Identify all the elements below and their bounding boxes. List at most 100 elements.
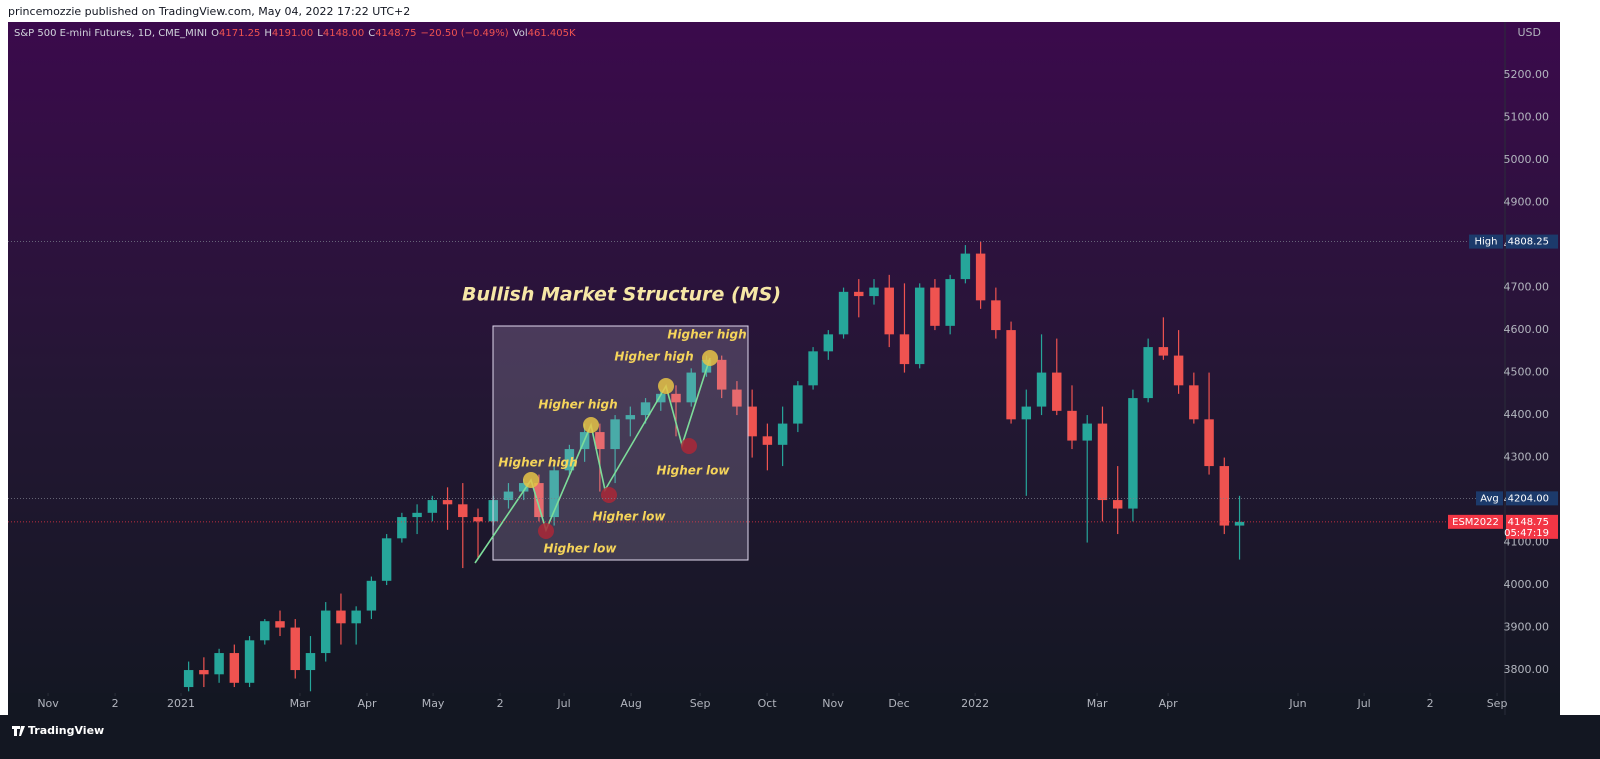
- candle-body: [1189, 385, 1199, 420]
- legend-item: L4148.00: [317, 28, 364, 39]
- price-tag-bg: [1506, 491, 1558, 506]
- footer-bar: [0, 715, 1600, 759]
- candle-body: [1082, 423, 1092, 441]
- y-tick-label: 5100.00: [1504, 111, 1550, 124]
- chart-background: [8, 22, 1560, 715]
- candle-body: [1158, 347, 1169, 356]
- candle-body: [884, 287, 894, 335]
- x-tick-label: Jul: [556, 697, 570, 710]
- y-tick-label: 5000.00: [1504, 153, 1550, 166]
- annotation-label: Higher low: [593, 510, 667, 524]
- candle-body: [473, 517, 483, 522]
- candle-body: [199, 670, 209, 675]
- legend-value: 4191.00: [271, 28, 314, 39]
- annotation-label: Higher high: [667, 328, 746, 342]
- candle-body: [503, 491, 514, 501]
- candle-body: [260, 621, 270, 641]
- candle-body: [777, 423, 788, 445]
- x-tick-label: Apr: [357, 697, 377, 710]
- price-tag-name: Avg: [1480, 493, 1499, 504]
- candle-body: [381, 538, 392, 581]
- annotation-label: Higher high: [538, 398, 617, 412]
- candle-body: [320, 610, 331, 654]
- candle-body: [640, 402, 651, 416]
- candle-body: [823, 334, 834, 352]
- change: −20.50 (−0.49%): [420, 28, 509, 39]
- candle-body: [549, 470, 559, 518]
- price-tag-name-bg: [1448, 514, 1503, 529]
- logo: [12, 726, 25, 736]
- candle-body: [960, 253, 971, 280]
- x-tick-label: Nov: [37, 697, 59, 710]
- candle-body: [1219, 466, 1230, 526]
- candle-body: [351, 610, 361, 624]
- low-dot: [538, 523, 554, 539]
- legend-label: H: [264, 28, 272, 39]
- candle-body: [1173, 355, 1184, 386]
- candle-body: [914, 287, 925, 365]
- zigzag: [474, 357, 711, 564]
- candle-body: [183, 670, 194, 688]
- annotation-label: Higher high: [614, 350, 693, 364]
- price-tag-name-bg: [1469, 234, 1503, 249]
- candle-body: [610, 419, 620, 450]
- candle-body: [1234, 521, 1245, 526]
- publisher-line: princemozzie published on TradingView.co…: [8, 5, 411, 18]
- y-tick-label: 4700.00: [1504, 281, 1550, 294]
- x-tick-label: Sep: [1487, 697, 1508, 710]
- legend-item: H4191.00: [264, 28, 313, 39]
- candle-body: [427, 500, 438, 513]
- annotation-label: Higher low: [544, 542, 618, 556]
- candle-body: [1052, 372, 1062, 411]
- y-tick-label: 4600.00: [1504, 323, 1550, 336]
- x-tick-label: Apr: [1159, 697, 1179, 710]
- candle-body: [732, 389, 742, 407]
- x-tick-label: Mar: [290, 697, 311, 710]
- annotation-title: Bullish Market Structure (MS): [462, 284, 781, 306]
- candle-body: [442, 500, 453, 505]
- price-tag-bg: [1506, 514, 1558, 539]
- x-tick-label: Jun: [1288, 697, 1306, 710]
- high-dot: [702, 350, 718, 366]
- x-tick-label: Aug: [620, 697, 641, 710]
- price-tag-value: 4204.00: [1508, 493, 1549, 504]
- legend-label: L: [317, 28, 323, 39]
- y-tick-label: 3900.00: [1504, 621, 1550, 634]
- candle-body: [1097, 423, 1108, 501]
- x-tick-label: Sep: [690, 697, 711, 710]
- volume-label: Vol: [512, 28, 528, 39]
- x-tick-label: Oct: [758, 697, 778, 710]
- high-dot: [658, 378, 674, 394]
- candle-body: [838, 291, 849, 335]
- candle-body: [412, 512, 422, 518]
- x-tick-label: 2: [497, 697, 504, 710]
- legend-label: C: [368, 28, 376, 39]
- y-tick-label: 4500.00: [1504, 366, 1550, 379]
- price-tag-value: 4148.75: [1508, 517, 1549, 528]
- candle-body: [793, 385, 803, 424]
- candle-body: [305, 653, 316, 671]
- low-dot: [601, 487, 617, 503]
- price-tag-value: 4808.25: [1508, 237, 1549, 248]
- symbol-legend: S&P 500 E-mini Futures, 1D, CME_MINI O417…: [14, 28, 576, 39]
- candle-body: [397, 517, 407, 539]
- x-tick-label: Mar: [1087, 697, 1108, 710]
- x-tick-label: Dec: [888, 697, 909, 710]
- x-tick-label: Jul: [1356, 697, 1370, 710]
- candle-body: [1143, 347, 1153, 399]
- price-tag-countdown: 05:47:19: [1504, 528, 1549, 539]
- candle-body: [808, 351, 818, 386]
- price-tag-bg: [1506, 234, 1558, 249]
- candle-body: [534, 483, 544, 518]
- x-tick-label: 2: [112, 697, 119, 710]
- candle-body: [747, 406, 757, 437]
- high-dot: [523, 472, 539, 488]
- candle-body: [595, 432, 605, 450]
- y-tick-label: 4400.00: [1504, 408, 1550, 421]
- candle-body: [625, 415, 636, 420]
- candle-body: [275, 621, 285, 628]
- candle-body: [1036, 372, 1047, 407]
- low-dot: [681, 438, 697, 454]
- x-tick-label: 2021: [167, 697, 195, 710]
